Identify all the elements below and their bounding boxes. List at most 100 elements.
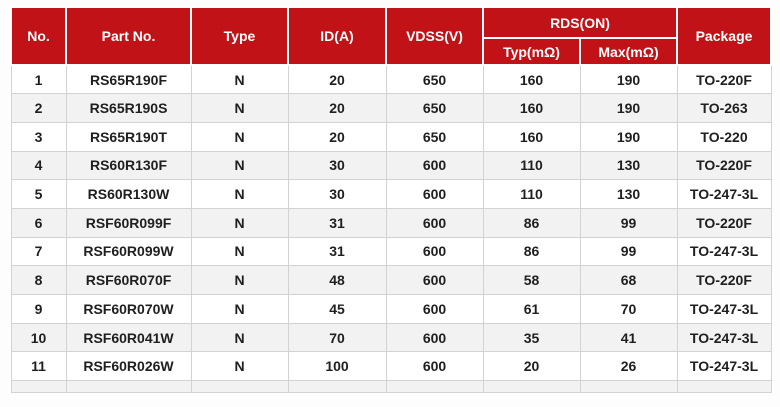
table-row: 8 RSF60R070F N 48 600 58 68 TO-220F <box>10 265 772 295</box>
cell-id-a: 48 <box>287 265 387 295</box>
table-row: 4 RS60R130F N 30 600 110 130 TO-220F <box>10 150 772 181</box>
cell-no: 8 <box>10 265 67 295</box>
table-row: 3 RS65R190T N 20 650 160 190 TO-220 <box>10 121 772 152</box>
cell-part-no: RS65R190T <box>65 121 192 152</box>
cell-part-no: RSF60R070F <box>65 265 192 295</box>
cell-part-no: RSF60R026W <box>65 351 192 382</box>
cell-no: 4 <box>10 150 67 181</box>
cell-type: N <box>190 150 289 181</box>
table-body: 1 RS65R190F N 20 650 160 190 TO-220F 2 R… <box>10 64 772 382</box>
cell-type: N <box>190 236 289 267</box>
cell-id-a: 20 <box>287 93 387 123</box>
cell-vdss-v: 600 <box>385 179 484 209</box>
cell-id-a: 30 <box>287 150 387 181</box>
cell-max-mohm: 130 <box>579 179 678 209</box>
cell-typ-mohm: 160 <box>482 93 581 123</box>
cell-max-mohm: 190 <box>579 121 678 152</box>
cell-id-a: 70 <box>287 322 387 353</box>
cell-vdss-v: 600 <box>385 351 484 382</box>
header-cell-rds-on: RDS(ON) <box>481 6 679 39</box>
cell-typ-mohm: 61 <box>482 294 581 324</box>
header-cell-typ-mohm: Typ(mΩ) <box>482 37 581 66</box>
cell-id-a: 100 <box>287 351 387 382</box>
cell-type: N <box>190 207 289 238</box>
table-row: 5 RS60R130W N 30 600 110 130 TO-247-3L <box>10 179 772 209</box>
cell-typ-mohm: 35 <box>482 322 581 353</box>
cell-max-mohm: 26 <box>579 351 678 382</box>
cell-vdss-v: 600 <box>385 322 484 353</box>
cell-id-a: 45 <box>287 294 387 324</box>
cell-typ-mohm: 110 <box>482 179 581 209</box>
cell-vdss-v: 650 <box>385 64 484 95</box>
cell-vdss-v: 600 <box>385 265 484 295</box>
header-cell-id-a: ID(A) <box>287 6 387 66</box>
cell-part-no: RSF60R099F <box>65 207 192 238</box>
cell-type: N <box>190 322 289 353</box>
cell-max-mohm: 68 <box>579 265 678 295</box>
header-cell-package: Package <box>676 6 773 66</box>
cell-vdss-v: 600 <box>385 236 484 267</box>
table-row: 2 RS65R190S N 20 650 160 190 TO-263 <box>10 93 772 123</box>
cell-part-no: RSF60R099W <box>65 236 192 267</box>
cell-vdss-v: 650 <box>385 121 484 152</box>
cell-type: N <box>190 294 289 324</box>
cell-id-a: 30 <box>287 179 387 209</box>
cell-typ-mohm: 86 <box>482 207 581 238</box>
partial-next-row <box>10 380 772 394</box>
mosfet-spec-table: No. Part No. Type ID(A) VDSS(V) RDS(ON) … <box>10 6 773 394</box>
cell-no: 2 <box>10 93 67 123</box>
cell-package: TO-220F <box>676 265 772 295</box>
cell-max-mohm: 130 <box>579 150 678 181</box>
cell-part-no: RS60R130F <box>65 150 192 181</box>
table-header: No. Part No. Type ID(A) VDSS(V) RDS(ON) … <box>10 6 773 66</box>
partial-row-body <box>10 380 772 394</box>
cell-vdss-v: 600 <box>385 150 484 181</box>
cell-no: 5 <box>10 179 67 209</box>
cell-no: 3 <box>10 121 67 152</box>
cell-typ-mohm: 110 <box>482 150 581 181</box>
cell-typ-mohm: 86 <box>482 236 581 267</box>
cell-package: TO-220 <box>676 121 772 152</box>
cell-type: N <box>190 179 289 209</box>
cell-package: TO-220F <box>676 207 772 238</box>
cell-part-no: RSF60R041W <box>65 322 192 353</box>
cell-no: 6 <box>10 207 67 238</box>
table-row: 7 RSF60R099W N 31 600 86 99 TO-247-3L <box>10 236 772 267</box>
cell-vdss-v: 650 <box>385 93 484 123</box>
cell-max-mohm: 190 <box>579 93 678 123</box>
cell-max-mohm: 190 <box>579 64 678 95</box>
cell-no: 1 <box>10 64 67 95</box>
cell-max-mohm: 99 <box>579 207 678 238</box>
cell-part-no: RS65R190S <box>65 93 192 123</box>
cell-no: 7 <box>10 236 67 267</box>
cell-vdss-v: 600 <box>385 294 484 324</box>
cell-typ-mohm: 20 <box>482 351 581 382</box>
cell-id-a: 20 <box>287 64 387 95</box>
table-row: 1 RS65R190F N 20 650 160 190 TO-220F <box>10 64 772 95</box>
cell-package: TO-247-3L <box>676 236 772 267</box>
header-cell-type: Type <box>190 6 289 66</box>
cell-type: N <box>190 265 289 295</box>
cell-id-a: 31 <box>287 207 387 238</box>
cell-package: TO-220F <box>676 150 772 181</box>
cell-id-a: 31 <box>287 236 387 267</box>
cell-no: 10 <box>10 322 67 353</box>
cell-vdss-v: 600 <box>385 207 484 238</box>
cell-part-no: RSF60R070W <box>65 294 192 324</box>
cell-part-no: RS60R130W <box>65 179 192 209</box>
table-row: 11 RSF60R026W N 100 600 20 26 TO-247-3L <box>10 351 772 382</box>
cell-max-mohm: 70 <box>579 294 678 324</box>
header-cell-vdss-v: VDSS(V) <box>385 6 484 66</box>
cell-no: 11 <box>10 351 67 382</box>
cell-package: TO-220F <box>676 64 772 95</box>
cell-max-mohm: 99 <box>579 236 678 267</box>
cell-package: TO-247-3L <box>676 351 772 382</box>
header-cell-max-mohm: Max(mΩ) <box>578 37 679 66</box>
table-row: 9 RSF60R070W N 45 600 61 70 TO-247-3L <box>10 294 772 324</box>
table-row: 6 RSF60R099F N 31 600 86 99 TO-220F <box>10 207 772 238</box>
cell-typ-mohm: 160 <box>482 121 581 152</box>
cell-typ-mohm: 160 <box>482 64 581 95</box>
cell-typ-mohm: 58 <box>482 265 581 295</box>
cell-package: TO-247-3L <box>676 294 772 324</box>
